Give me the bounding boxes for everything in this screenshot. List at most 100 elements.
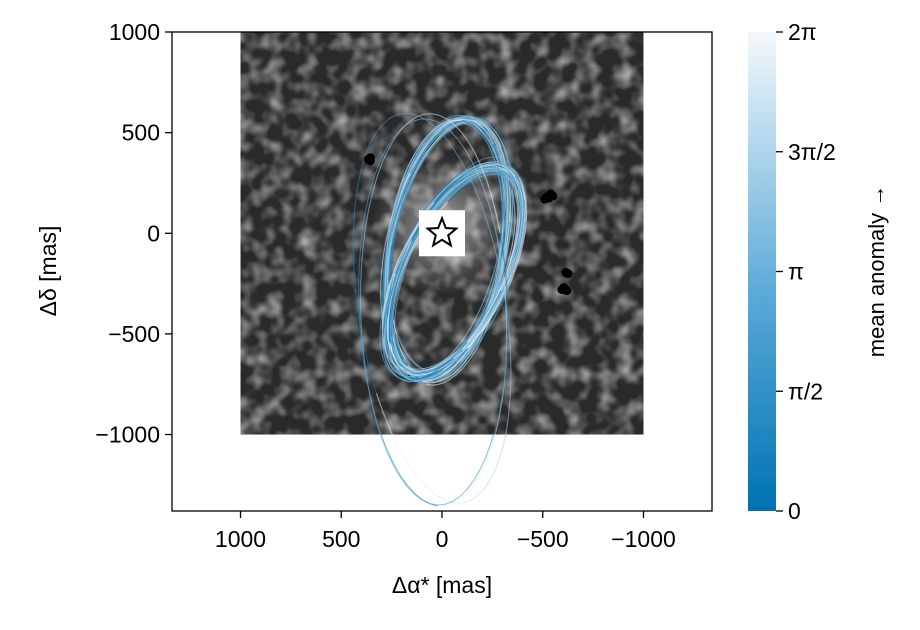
orbit-segment xyxy=(411,378,418,381)
x-tick-label: 500 xyxy=(322,526,360,552)
orbit-segment xyxy=(433,193,443,204)
orbit-segment xyxy=(498,152,503,162)
orbit-segment xyxy=(461,183,470,190)
orbit-segment xyxy=(392,462,401,476)
orbit-segment xyxy=(393,356,398,363)
orbit-segment xyxy=(461,119,468,123)
orbit-segment xyxy=(399,474,408,486)
orbit-segment xyxy=(432,200,440,209)
orbit-segment xyxy=(371,404,377,422)
orbit-segment xyxy=(508,211,511,225)
orbit-segment xyxy=(499,145,505,155)
orbit-segment xyxy=(443,186,452,195)
orbit-segment xyxy=(406,171,413,183)
orbit-segment xyxy=(387,263,389,277)
orbit-segment xyxy=(387,349,391,357)
orbit-segment xyxy=(388,427,397,444)
orbit-segment xyxy=(488,173,495,176)
orbit-segment xyxy=(360,342,365,363)
orbit-segment xyxy=(516,237,520,248)
orbit-segment xyxy=(382,148,389,162)
orbit-segment xyxy=(420,373,427,376)
orbit-segment xyxy=(365,208,370,227)
orbit-segment xyxy=(412,234,419,245)
orbit-segment xyxy=(399,177,405,189)
orbit-segment xyxy=(401,121,409,130)
orbit-segment xyxy=(474,175,483,180)
orbit-segment xyxy=(481,314,490,325)
orbit-segment xyxy=(494,307,501,318)
orbit-segment xyxy=(395,266,402,279)
orbit-segment xyxy=(504,221,507,235)
orbit-segment xyxy=(424,137,432,145)
orbit-segment xyxy=(375,393,384,412)
orbit-segment xyxy=(506,235,510,250)
orbit-segment xyxy=(380,271,383,285)
orbit-segment xyxy=(400,272,405,285)
orbit-segment xyxy=(399,246,406,258)
orbit-segment xyxy=(524,210,527,220)
orbit-segment xyxy=(504,168,510,172)
orbit-segment xyxy=(483,118,490,123)
orbit-segment xyxy=(473,166,481,171)
orbit-segment xyxy=(492,241,499,262)
orbit-segment xyxy=(403,171,409,183)
orbit-segment xyxy=(410,373,416,376)
orbit-segment xyxy=(439,360,448,367)
orbit-segment xyxy=(385,251,388,266)
orbit-segment xyxy=(408,244,416,256)
orbit-segment xyxy=(452,368,460,375)
orbit-segment xyxy=(497,142,503,152)
orbit-segment xyxy=(444,365,452,372)
orbit-segment xyxy=(422,383,429,387)
orbit-segment xyxy=(477,129,484,137)
orbit-segment xyxy=(395,375,401,380)
orbit-segment xyxy=(428,378,436,382)
orbit-segment xyxy=(459,158,469,174)
orbit-segment xyxy=(400,368,407,372)
orbit-segment xyxy=(442,365,451,372)
orbit-segment xyxy=(471,330,480,340)
orbit-segment xyxy=(358,262,360,283)
orbit-segment xyxy=(490,434,496,450)
orbit-segment xyxy=(465,149,473,163)
orbit-segment xyxy=(419,115,428,122)
orbit-segment xyxy=(483,190,491,208)
orbit-segment xyxy=(463,351,471,360)
orbit-segment xyxy=(429,200,438,210)
orbit-segment xyxy=(417,378,424,381)
orbit-segment xyxy=(458,344,466,353)
orbit-segment xyxy=(501,143,506,154)
orbit-segment xyxy=(507,166,513,172)
orbit-segment xyxy=(446,118,455,125)
orbit-segment xyxy=(518,185,522,193)
orbit-segment xyxy=(423,382,430,384)
orbit-segment xyxy=(421,143,429,153)
orbit-segment xyxy=(509,223,512,238)
orbit-segment xyxy=(503,158,509,163)
orbit-segment xyxy=(503,171,510,176)
orbit-segment xyxy=(383,310,387,321)
orbit-segment xyxy=(453,124,462,133)
orbit-segment xyxy=(502,176,508,182)
orbit-segment xyxy=(360,245,364,266)
orbit-segment xyxy=(425,133,433,141)
orbit-segment xyxy=(506,237,511,251)
orbit-segment xyxy=(394,367,400,373)
orbit-segment xyxy=(394,128,402,139)
orbit-segment xyxy=(391,335,394,345)
orbit-segment xyxy=(506,333,509,354)
orbit-segment xyxy=(379,149,386,163)
orbit-segment xyxy=(498,392,504,411)
orbit-segment xyxy=(481,483,489,492)
orbit-segment xyxy=(445,352,453,360)
orbit-segment xyxy=(385,258,389,272)
orbit-segment xyxy=(493,168,499,171)
orbit-segment xyxy=(384,289,389,300)
orbit-segment xyxy=(494,264,499,278)
orbit-segment xyxy=(396,276,401,288)
orbit-segment xyxy=(478,117,485,122)
orbit-segment xyxy=(516,233,520,245)
orbit-segment xyxy=(416,152,424,162)
orbit-segment xyxy=(453,186,462,194)
